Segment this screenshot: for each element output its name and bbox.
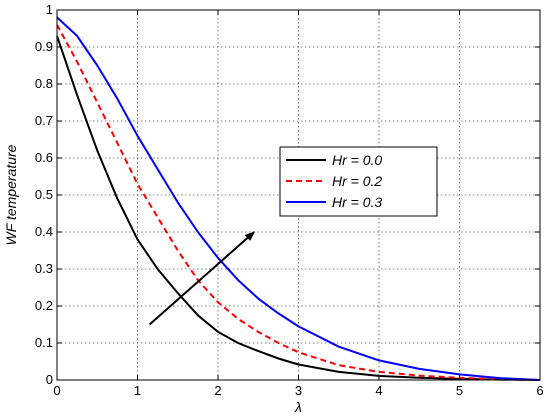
trend-arrow	[148, 231, 255, 326]
legend: Hr = 0.0 Hr = 0.2 Hr = 0.3	[279, 146, 438, 217]
series-line-2	[56, 16, 541, 381]
x-tick-label: 4	[375, 383, 382, 398]
legend-label-1: Hr = 0.2	[332, 173, 382, 189]
x-axis-label: λ	[294, 399, 302, 415]
x-tick-label: 2	[214, 383, 221, 398]
y-tick-label: 1	[46, 2, 53, 17]
annotations	[148, 231, 255, 326]
y-tick-label: 0.1	[35, 335, 53, 350]
y-tick-label: 0.5	[35, 187, 53, 202]
y-tick-label: 0.7	[35, 113, 53, 128]
y-tick-label: 0.9	[35, 39, 53, 54]
tick-labels: 0 1 2 3 4 5 6 0 0.1 0.2 0.3 0.4 0.5 0.6 0.7 0.8 0.9 1	[35, 2, 544, 398]
y-tick-label: 0.6	[35, 150, 53, 165]
y-tick-label: 0.8	[35, 76, 53, 91]
series-line-1	[56, 24, 541, 381]
x-tick-label: 0	[53, 383, 60, 398]
x-tick-label: 6	[536, 383, 543, 398]
x-tick-label: 1	[134, 383, 141, 398]
series-line-0	[56, 35, 541, 381]
x-tick-label: 3	[295, 383, 302, 398]
y-tick-label: 0.2	[35, 298, 53, 313]
y-tick-label: 0.3	[35, 261, 53, 276]
y-tick-label: 0	[46, 372, 53, 387]
plot-lines	[56, 16, 541, 381]
x-tick-label: 5	[456, 383, 463, 398]
ticks	[56, 9, 541, 381]
legend-label-0: Hr = 0.0	[332, 152, 382, 168]
y-axis-label: WF temperature	[3, 144, 19, 245]
y-tick-label: 0.4	[35, 224, 53, 239]
legend-label-2: Hr = 0.3	[332, 194, 382, 210]
